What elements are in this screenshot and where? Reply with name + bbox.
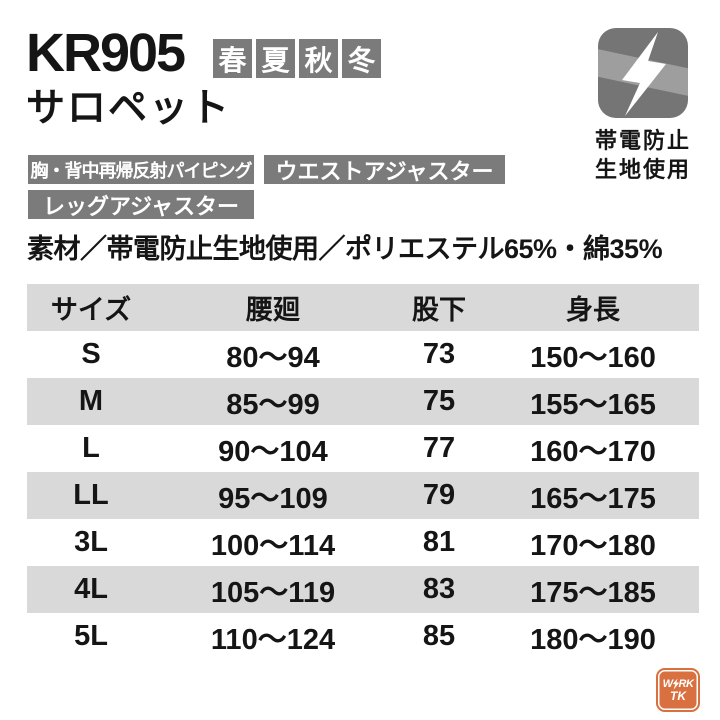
size-table: サイズ 腰廻 股下 身長 S 80〜94 73 150〜160 M 85〜99 … — [27, 284, 699, 660]
height-cell: 155〜165 — [530, 388, 656, 421]
waist-cell: 85〜99 — [226, 388, 320, 421]
table-header-row: サイズ 腰廻 股下 身長 — [27, 284, 699, 331]
table-row: 3L 100〜114 81 170〜180 — [27, 519, 699, 566]
waist-cell: 105〜119 — [210, 576, 336, 609]
feature-badge-leg-adjuster: レッグアジャスター — [28, 190, 254, 219]
inseam-cell: 83 — [422, 573, 456, 605]
antistatic-caption-line1: 帯電防止 — [594, 128, 691, 153]
size-cell: S — [81, 338, 101, 370]
height-cell: 170〜180 — [530, 529, 656, 562]
season-badge-autumn: 秋 — [299, 39, 338, 78]
antistatic-caption: 帯電防止 生地使用 — [593, 126, 693, 184]
size-cell: L — [82, 432, 100, 464]
lightning-bolt-icon — [622, 32, 666, 116]
feature-badge-reflective-piping: 胸・背中再帰反射パイピング — [28, 155, 254, 184]
model-number: KR905 — [26, 23, 186, 83]
column-header-size: サイズ — [50, 295, 132, 325]
inseam-cell: 75 — [422, 385, 456, 417]
size-cell: 3L — [74, 526, 108, 558]
season-badges: 春 夏 秋 冬 — [213, 39, 381, 78]
inseam-cell: 81 — [422, 526, 456, 558]
lightning-bolt-icon — [672, 678, 679, 690]
height-cell: 150〜160 — [530, 341, 656, 374]
material-spec: 素材／帯電防止生地使用／ポリエステル65%・綿35% — [27, 234, 663, 264]
column-header-height: 身長 — [566, 295, 620, 325]
size-cell: 5L — [74, 620, 108, 652]
season-badge-summer: 夏 — [256, 39, 295, 78]
antistatic-badge — [598, 28, 688, 118]
feature-badge-waist-adjuster: ウエストアジャスター — [264, 155, 505, 184]
table-row: S 80〜94 73 150〜160 — [27, 331, 699, 378]
height-cell: 165〜175 — [530, 482, 656, 515]
logo-letters-rk: RK — [678, 678, 694, 690]
waist-cell: 90〜104 — [218, 435, 328, 468]
worktk-logo: W RK TK — [656, 668, 700, 712]
table-row: M 85〜99 75 155〜165 — [27, 378, 699, 425]
inseam-cell: 73 — [422, 338, 456, 370]
logo-letter-w: W — [662, 678, 673, 690]
inseam-cell: 79 — [422, 479, 456, 511]
size-cell: M — [78, 385, 104, 417]
table-row: LL 95〜109 79 165〜175 — [27, 472, 699, 519]
table-row: L 90〜104 77 160〜170 — [27, 425, 699, 472]
height-cell: 180〜190 — [530, 623, 656, 656]
height-cell: 175〜185 — [530, 576, 656, 609]
waist-cell: 110〜124 — [210, 623, 336, 656]
column-header-inseam: 股下 — [412, 295, 466, 325]
waist-cell: 80〜94 — [226, 341, 320, 374]
inseam-cell: 85 — [422, 620, 456, 652]
height-cell: 160〜170 — [530, 435, 656, 468]
logo-line2: TK — [670, 689, 686, 703]
season-badge-winter: 冬 — [342, 39, 381, 78]
antistatic-caption-line2: 生地使用 — [594, 157, 691, 182]
table-row: 4L 105〜119 83 175〜185 — [27, 566, 699, 613]
logo-line1: W RK — [663, 678, 694, 690]
waist-cell: 95〜109 — [218, 482, 328, 515]
column-header-waist: 腰廻 — [246, 295, 300, 325]
product-name: サロペット — [26, 87, 232, 130]
waist-cell: 100〜114 — [210, 529, 336, 562]
size-cell: LL — [73, 479, 109, 511]
table-row: 5L 110〜124 85 180〜190 — [27, 613, 699, 660]
inseam-cell: 77 — [422, 432, 456, 464]
size-cell: 4L — [74, 573, 108, 605]
season-badge-spring: 春 — [213, 39, 252, 78]
